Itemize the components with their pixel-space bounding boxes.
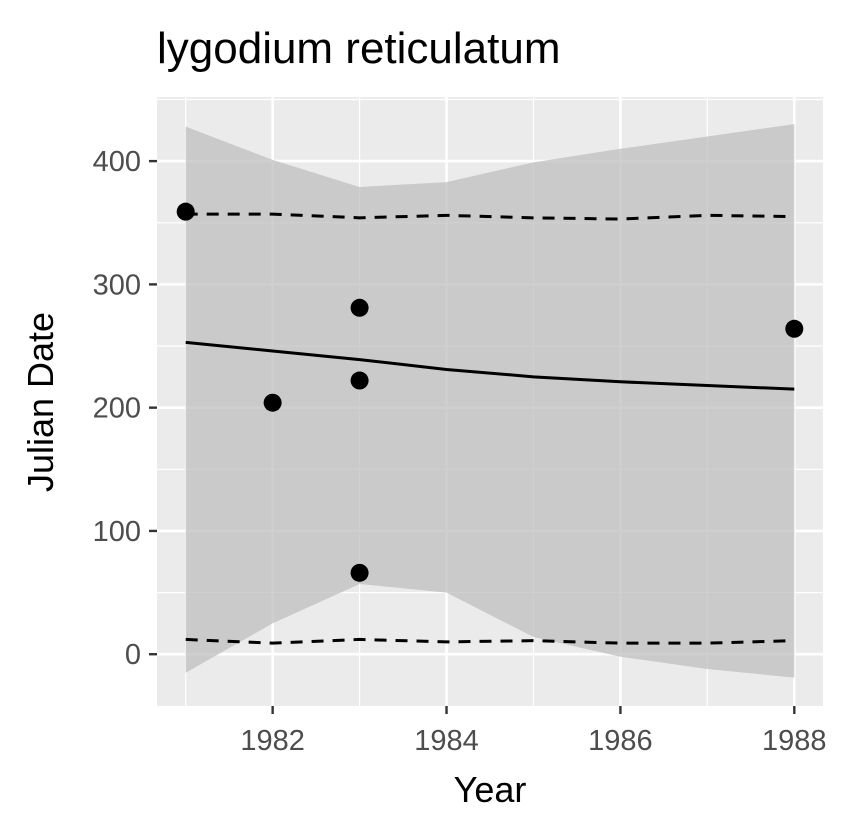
data-points: [176, 202, 804, 582]
x-tick-label: 1988: [762, 725, 827, 757]
y-tick-label: 400: [93, 146, 141, 178]
data-point: [350, 298, 369, 317]
data-point: [350, 563, 369, 582]
chart-title: lygodium reticulatum: [157, 24, 561, 73]
upper-dashed-line: [185, 212, 795, 221]
x-axis-ticks: 1982 1984 1986 1988: [240, 706, 827, 757]
confidence-band: [185, 124, 795, 678]
data-point: [350, 371, 369, 390]
data-point: [176, 202, 195, 221]
y-axis-ticks: 0 100 200 300 400: [93, 146, 157, 671]
x-tick-label: 1986: [588, 725, 653, 757]
x-axis-title: Year: [454, 769, 527, 810]
y-axis-title: Julian Date: [20, 312, 61, 492]
data-point: [263, 393, 282, 412]
y-tick-label: 100: [93, 516, 141, 548]
y-tick-label: 0: [125, 639, 141, 671]
y-tick-label: 200: [93, 393, 141, 425]
fit-line: [185, 340, 795, 391]
x-tick-label: 1982: [240, 725, 305, 757]
y-tick-label: 300: [93, 269, 141, 301]
data-point: [785, 319, 804, 338]
x-tick-label: 1984: [414, 725, 479, 757]
lower-dashed-line: [185, 637, 795, 645]
